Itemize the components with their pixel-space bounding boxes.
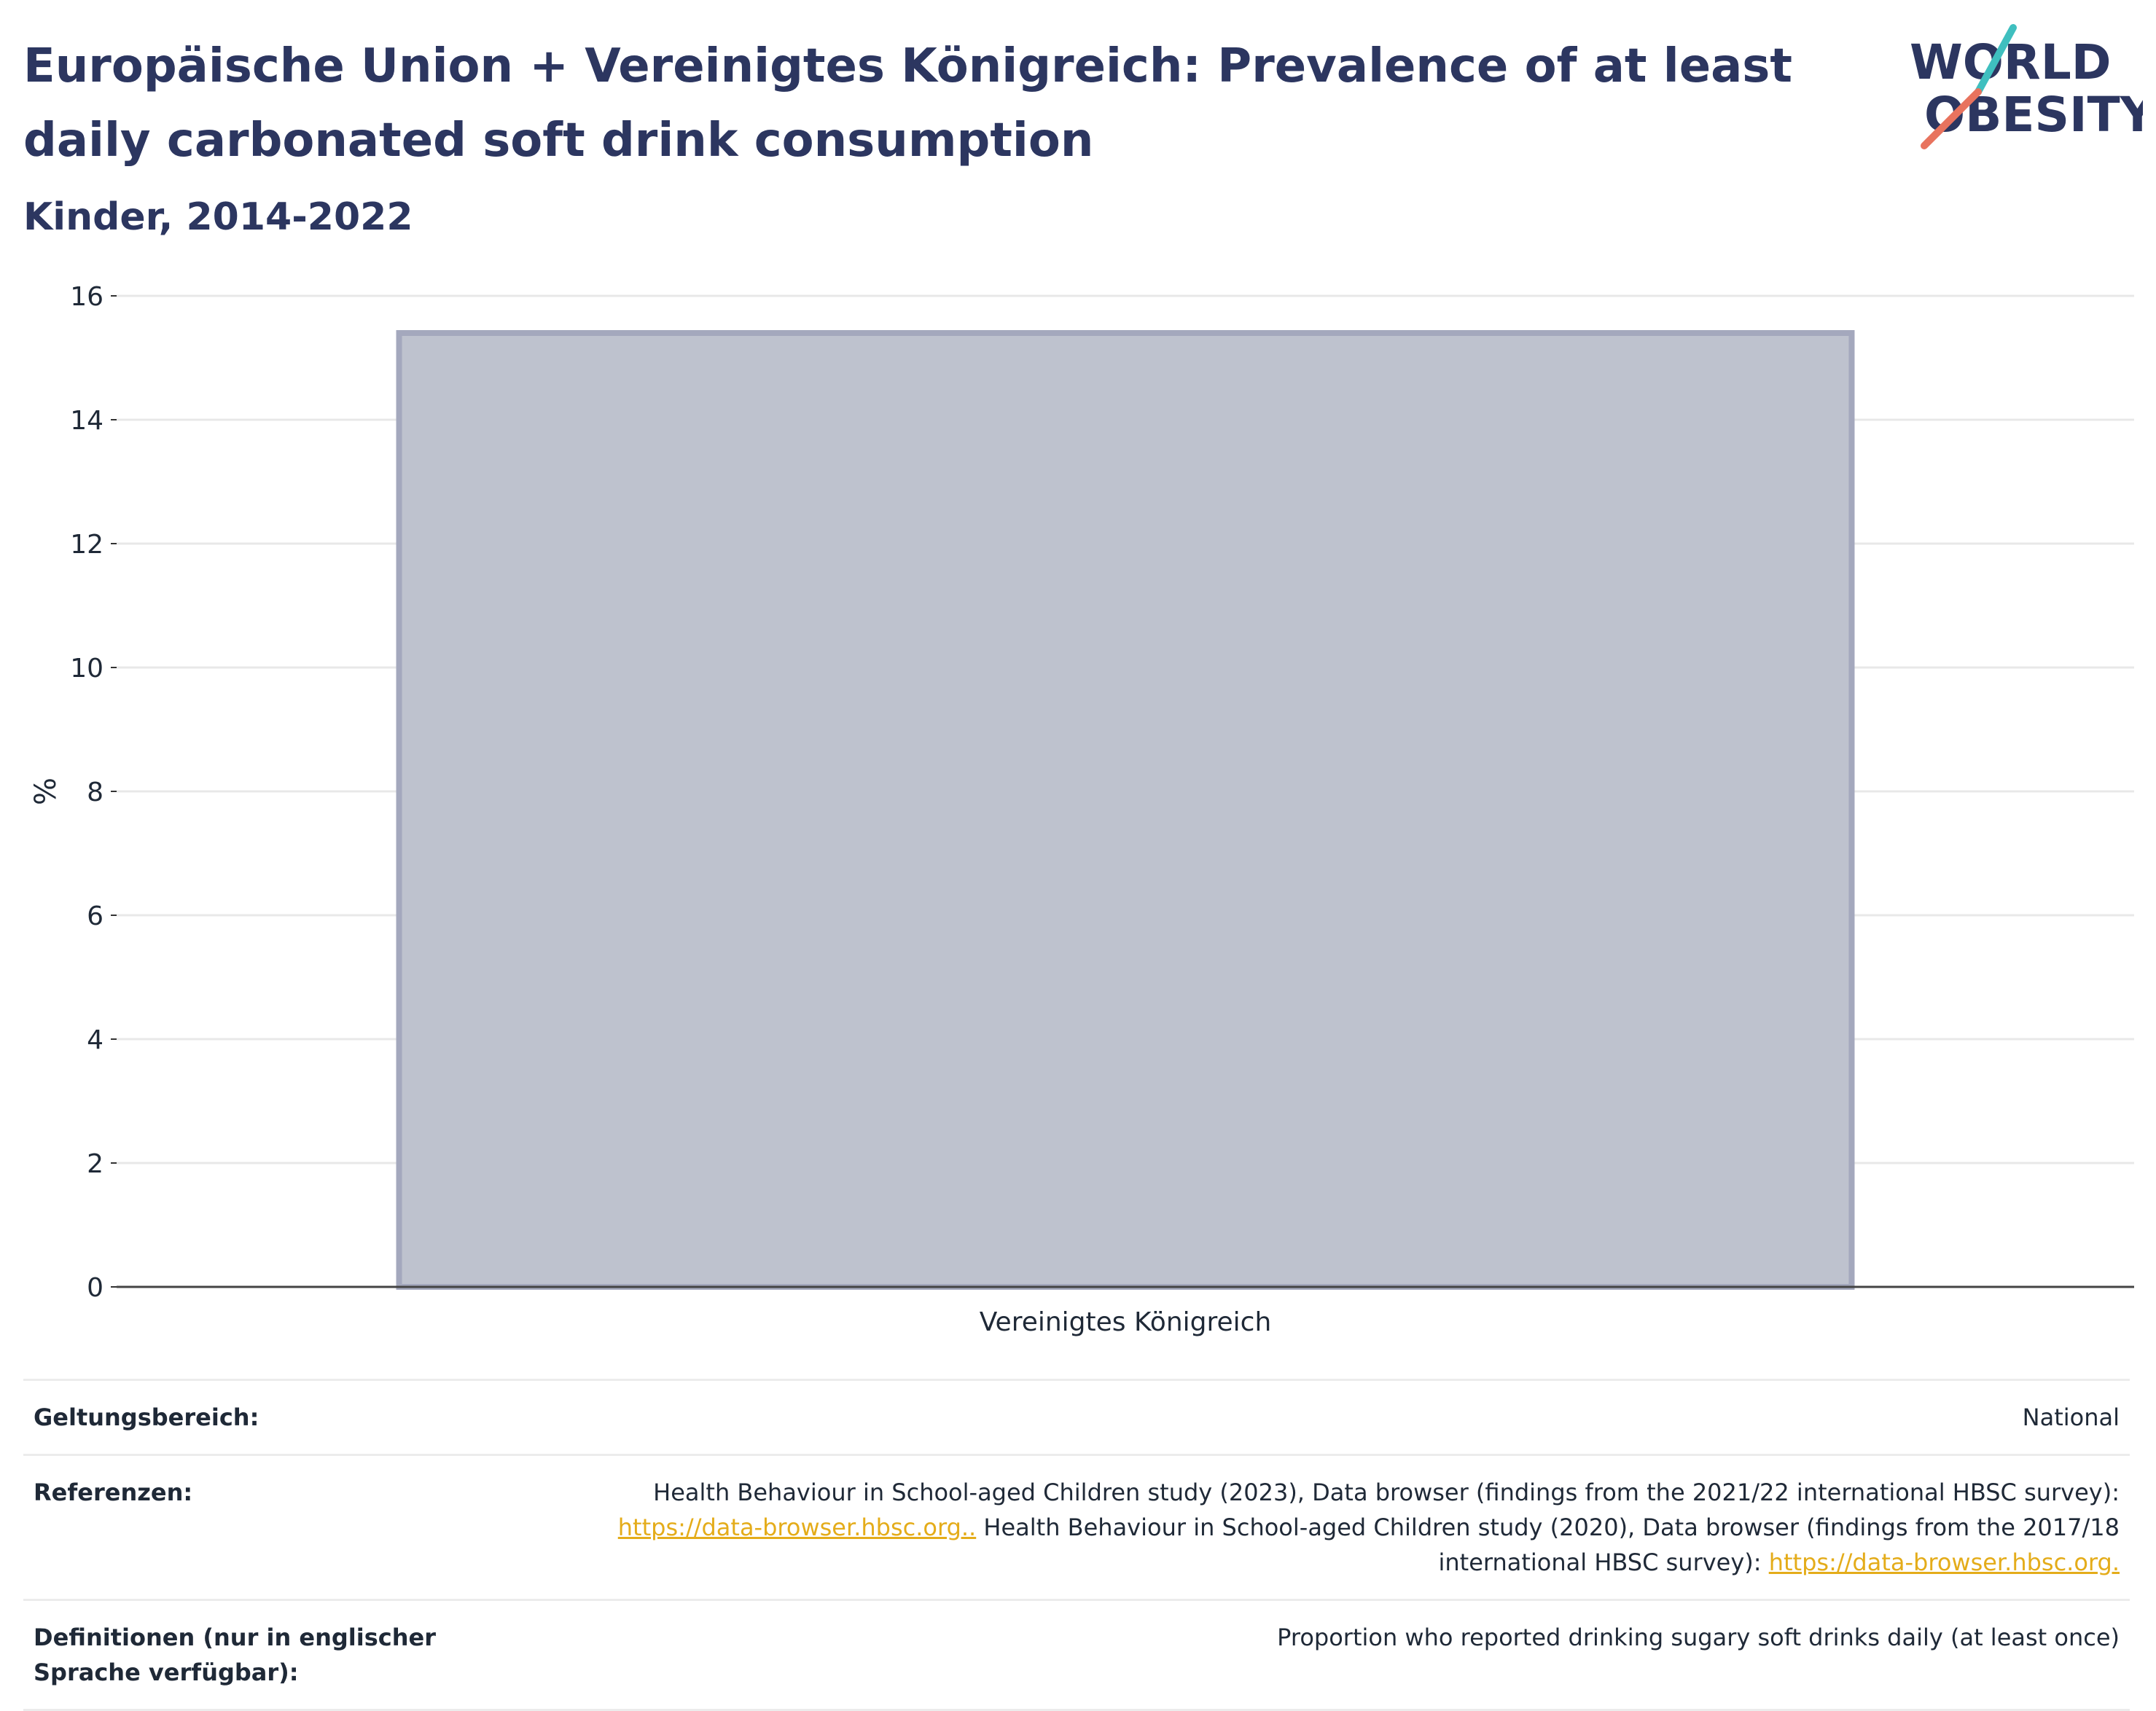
y-tick-label: 2 xyxy=(87,1149,103,1179)
x-tick-labels: Vereinigtes Königreich xyxy=(980,1307,1272,1337)
y-tick-label: 14 xyxy=(70,406,103,436)
info-row-references: Referenzen: Health Behaviour in School-a… xyxy=(23,1456,2130,1601)
chart-title: Europäische Union + Vereinigtes Königrei… xyxy=(23,39,1792,168)
bars xyxy=(396,330,1855,1290)
logo-line2: OBESITY xyxy=(1924,87,2143,143)
logo-line1: WORLD xyxy=(1910,34,2112,90)
bar xyxy=(396,330,1855,1290)
references-text-1: Health Behaviour in School-aged Children… xyxy=(653,1479,2120,1506)
info-row-scope: Geltungsbereich: National xyxy=(23,1381,2130,1456)
y-tick-label: 16 xyxy=(70,282,103,312)
scope-value: National xyxy=(2022,1403,2120,1431)
y-tick-label: 8 xyxy=(87,778,103,807)
definitions-value: Proportion who reported drinking sugary … xyxy=(1277,1624,2120,1651)
references-link-1[interactable]: https://data-browser.hbsc.org.. xyxy=(617,1514,977,1541)
y-tick-label: 12 xyxy=(70,530,103,560)
references-text-2: Health Behaviour in School-aged Children… xyxy=(976,1514,2120,1576)
bar-chart: 0 2 4 6 8 10 12 14 16 Vereinigtes Königreich % xyxy=(29,282,2134,1337)
y-tick-label: 4 xyxy=(87,1025,103,1055)
definitions-label: Definitionen (nur in englischer Sprache … xyxy=(34,1624,436,1686)
references-value: Health Behaviour in School-aged Children… xyxy=(544,1475,2120,1580)
y-tick-label: 6 xyxy=(87,901,103,931)
logo-slash-coral xyxy=(1921,88,1982,149)
references-link-2[interactable]: https://data-browser.hbsc.org. xyxy=(1768,1548,2120,1576)
chart-subtitle: Kinder, 2014-2022 xyxy=(23,195,413,239)
info-table: Geltungsbereich: National Referenzen: He… xyxy=(23,1379,2130,1711)
scope-label: Geltungsbereich: xyxy=(34,1403,259,1431)
world-obesity-logo: WORLD OBESITY xyxy=(1910,24,2143,149)
y-tick-label: 10 xyxy=(70,654,103,684)
references-label: Referenzen: xyxy=(34,1479,193,1506)
y-tick-label: 0 xyxy=(87,1273,103,1303)
logo-slash-teal xyxy=(1975,24,2017,95)
x-tick-label: Vereinigtes Königreich xyxy=(980,1307,1272,1337)
info-row-definitions: Definitionen (nur in englischer Sprache … xyxy=(23,1601,2130,1711)
y-axis-label: % xyxy=(29,778,63,805)
y-tick-labels: 0 2 4 6 8 10 12 14 16 xyxy=(70,282,117,1303)
